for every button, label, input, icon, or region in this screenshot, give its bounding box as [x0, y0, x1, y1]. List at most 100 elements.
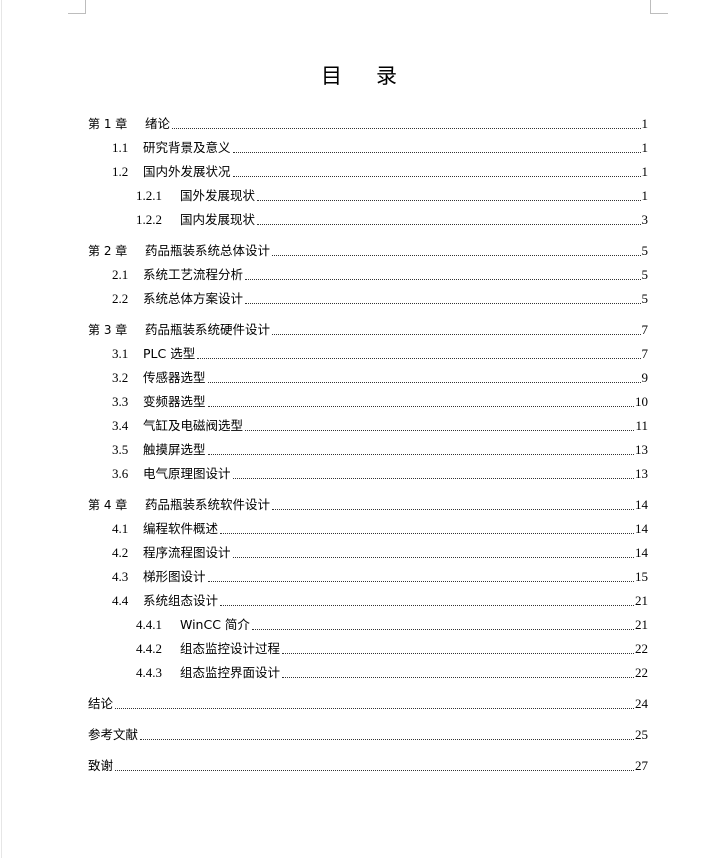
toc-entry-page: 7	[641, 346, 649, 361]
toc-entry-title: 触摸屏选型	[143, 442, 206, 457]
toc-entry[interactable]: 3.3 变频器选型 10	[88, 390, 648, 414]
toc-entry[interactable]: 2.1 系统工艺流程分析 5	[88, 263, 648, 287]
toc-entry-title: 编程软件概述	[143, 521, 219, 536]
dot-leader	[245, 303, 641, 304]
toc-entry-page: 24	[635, 696, 648, 711]
toc-entry-title: 国内发展现状	[180, 212, 256, 227]
toc-entry[interactable]: 3.6 电气原理图设计 13	[88, 462, 648, 486]
toc-entry-page: 7	[641, 322, 649, 337]
toc-entry[interactable]: 参考文献 25	[88, 723, 648, 747]
toc-entry-number: 4.4.3	[136, 665, 162, 680]
toc-entry-number: 1.2	[112, 164, 129, 179]
toc-entry[interactable]: 3.5 触摸屏选型 13	[88, 438, 648, 462]
toc-entry-page: 1	[641, 188, 649, 203]
toc-entry-page: 3	[641, 212, 649, 227]
toc-entry-title: 系统组态设计	[143, 593, 219, 608]
toc-entry-page: 25	[635, 727, 648, 742]
dot-leader	[140, 739, 634, 740]
toc-entry-title: PLC 选型	[143, 346, 196, 361]
toc-entry-number: 第 2 章	[88, 244, 128, 258]
toc-entry[interactable]: 4.4 系统组态设计 21	[88, 589, 648, 613]
toc-entry-page: 9	[641, 370, 649, 385]
toc-entry-page: 5	[641, 243, 649, 258]
page-corner-mark	[68, 0, 86, 14]
toc-entry-title: 程序流程图设计	[143, 545, 231, 560]
toc-entry-title: 药品瓶装系统总体设计	[145, 243, 271, 258]
toc-entry[interactable]: 1.2.2 国内发展现状 3	[88, 208, 648, 232]
dot-leader	[232, 557, 634, 558]
toc-entry[interactable]: 第 3 章 药品瓶装系统硬件设计 7	[88, 318, 648, 342]
dot-leader	[251, 629, 634, 630]
toc-entry-title: 药品瓶装系统硬件设计	[145, 322, 271, 337]
dot-leader	[207, 382, 641, 383]
toc-entry-page: 15	[635, 569, 648, 584]
dot-leader	[115, 770, 634, 771]
toc-entry[interactable]: 4.3 梯形图设计 15	[88, 565, 648, 589]
toc-entry-number: 3.1	[112, 346, 129, 361]
toc-entry[interactable]: 致谢 27	[88, 754, 648, 778]
toc-entry-number: 2.1	[112, 267, 129, 282]
toc-entry-title: 变频器选型	[143, 394, 206, 409]
toc-entry-title: 传感器选型	[143, 370, 206, 385]
toc-entry-page: 22	[635, 665, 648, 680]
toc-entry[interactable]: 第 1 章 绪论 1	[88, 112, 648, 136]
toc-entry-title: 系统工艺流程分析	[143, 267, 244, 282]
toc-entry[interactable]: 第 2 章 药品瓶装系统总体设计 5	[88, 239, 648, 263]
toc-entry[interactable]: 1.2 国内外发展状况 1	[88, 160, 648, 184]
page-corner-mark	[650, 0, 668, 14]
toc-entry[interactable]: 4.4.2 组态监控设计过程 22	[88, 637, 648, 661]
dot-leader	[232, 176, 641, 177]
toc-entry[interactable]: 2.2 系统总体方案设计 5	[88, 287, 648, 311]
dot-leader	[272, 509, 634, 510]
toc-entry[interactable]: 1.1 研究背景及意义 1	[88, 136, 648, 160]
title-char: 目	[321, 64, 342, 88]
toc-entry[interactable]: 4.1 编程软件概述 14	[88, 517, 648, 541]
toc-entry-title: 气缸及电磁阀选型	[143, 418, 244, 433]
toc-entry-page: 5	[641, 291, 649, 306]
toc-entry-title: 结论	[88, 696, 114, 711]
toc-entry-page: 10	[635, 394, 648, 409]
toc-entry[interactable]: 3.4 气缸及电磁阀选型 11	[88, 414, 648, 438]
toc-entry-title: 参考文献	[88, 727, 139, 742]
toc-entry-title: 电气原理图设计	[143, 466, 231, 481]
dot-leader	[282, 677, 634, 678]
toc-entry-title: 研究背景及意义	[143, 140, 231, 155]
toc-entry-page: 13	[635, 442, 648, 457]
toc-entry-page: 21	[635, 617, 648, 632]
toc-entry-number: 第 1 章	[88, 117, 128, 131]
toc-entry-page: 5	[641, 267, 649, 282]
dot-leader	[207, 581, 634, 582]
toc-entry[interactable]: 4.4.1 WinCC 简介 21	[88, 613, 648, 637]
dot-leader	[220, 605, 634, 606]
toc-entry[interactable]: 3.2 传感器选型 9	[88, 366, 648, 390]
toc-entry[interactable]: 4.4.3 组态监控界面设计 22	[88, 661, 648, 685]
dot-leader	[245, 430, 635, 431]
toc-entry[interactable]: 4.2 程序流程图设计 14	[88, 541, 648, 565]
toc-entry-page: 1	[641, 140, 649, 155]
toc-entry-number: 1.2.1	[136, 188, 162, 203]
toc-entry-number: 4.4.1	[136, 617, 162, 632]
toc-entry-page: 21	[635, 593, 648, 608]
dot-leader	[272, 255, 641, 256]
table-of-contents: 第 1 章 绪论 1 1.1 研究背景及意义 1 1.2 国内外发展状况 1 1.2.1 国外发展现…	[88, 112, 648, 778]
dot-leader	[257, 200, 641, 201]
toc-entry-number: 2.2	[112, 291, 129, 306]
dot-leader	[207, 454, 634, 455]
dot-leader	[245, 279, 641, 280]
toc-entry-title: 国内外发展状况	[143, 164, 231, 179]
dot-leader	[220, 533, 634, 534]
toc-entry-page: 11	[635, 418, 648, 433]
toc-entry-title: WinCC 简介	[180, 617, 250, 632]
toc-entry-number: 3.5	[112, 442, 129, 457]
toc-entry-title: 组态监控界面设计	[180, 665, 281, 680]
toc-entry[interactable]: 结论 24	[88, 692, 648, 716]
dot-leader	[197, 358, 641, 359]
dot-leader	[115, 708, 634, 709]
dot-leader	[257, 224, 641, 225]
toc-entry[interactable]: 3.1 PLC 选型 7	[88, 342, 648, 366]
toc-entry[interactable]: 第 4 章 药品瓶装系统软件设计 14	[88, 493, 648, 517]
toc-entry[interactable]: 1.2.1 国外发展现状 1	[88, 184, 648, 208]
toc-entry-title: 组态监控设计过程	[180, 641, 281, 656]
toc-entry-title: 药品瓶装系统软件设计	[145, 497, 271, 512]
